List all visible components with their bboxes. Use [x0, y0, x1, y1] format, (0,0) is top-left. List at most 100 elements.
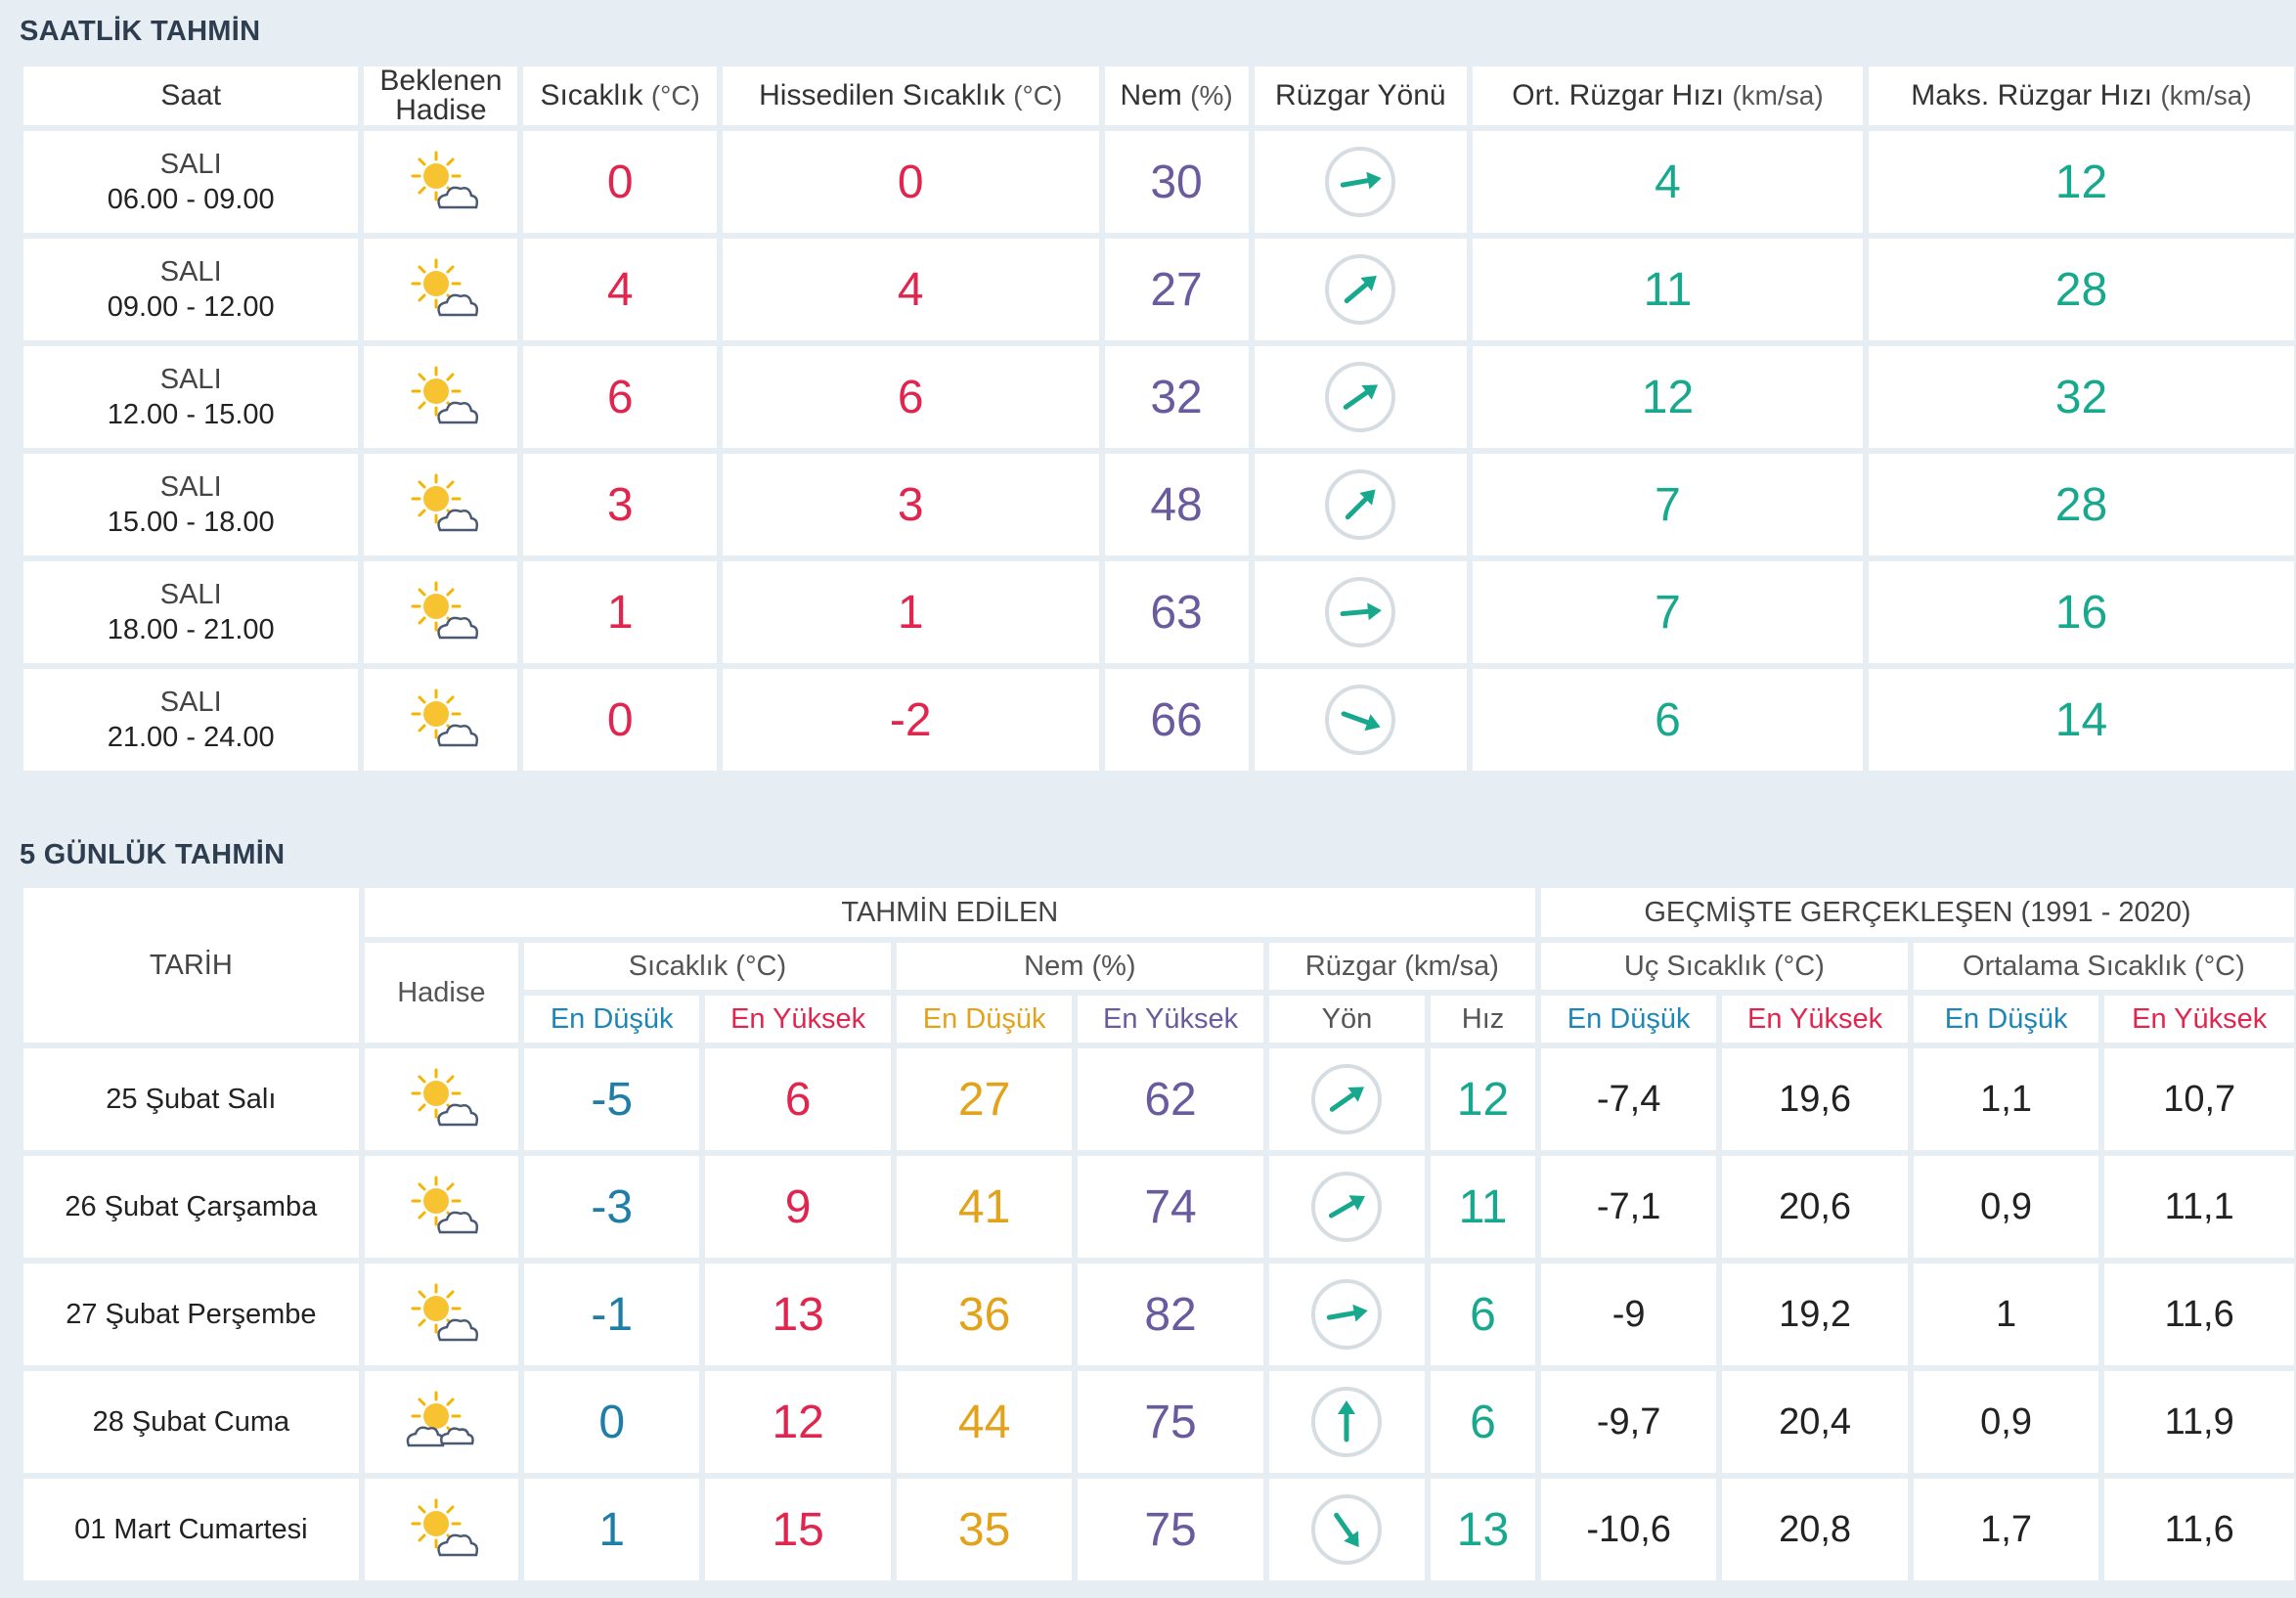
header-nem-label: Nem: [1120, 79, 1182, 111]
header-ruzgar-yonu: Rüzgar Yönü: [1254, 67, 1468, 125]
wind-direction-cell: [1254, 669, 1468, 771]
sun-cloud-icon: [403, 688, 479, 747]
feels-like: 6: [722, 346, 1099, 448]
avg-wind-speed: 7: [1473, 561, 1863, 663]
wind-direction-cell: [1254, 131, 1468, 233]
sun-cloud-icon: [403, 258, 479, 317]
humidity: 66: [1104, 669, 1249, 771]
header-hum-max: En Yüksek: [1078, 996, 1263, 1043]
extreme-min: -10,6: [1540, 1479, 1717, 1580]
time-range: 06.00 - 09.00: [107, 184, 275, 215]
max-wind-speed: 28: [1868, 239, 2294, 340]
header-temp-max: En Yüksek: [705, 996, 891, 1043]
wind-direction-icon: [1325, 685, 1396, 755]
header-ort-min: En Düşük: [1913, 996, 2099, 1043]
average-max: 10,7: [2104, 1048, 2294, 1150]
avg-wind-speed: 6: [1473, 669, 1863, 771]
daily-row: 01 Mart Cumartesi 1 15 35 75 13 -10,6 20,8 1,7 11…: [23, 1479, 2294, 1580]
humidity-min: 44: [896, 1371, 1073, 1473]
wind-direction-cell: [1268, 1156, 1426, 1258]
humidity: 48: [1104, 454, 1249, 555]
temperature: 6: [523, 346, 717, 448]
weather-cell: [364, 1264, 518, 1365]
time-range: 18.00 - 21.00: [107, 614, 275, 645]
date-label: 25 Şubat Salı: [23, 1048, 359, 1150]
time-range: 15.00 - 18.00: [107, 507, 275, 538]
temp-min: -5: [523, 1048, 700, 1150]
extreme-max: 20,6: [1722, 1156, 1908, 1258]
date-label: 26 Şubat Çarşamba: [23, 1156, 359, 1258]
temp-min: 0: [523, 1371, 700, 1473]
humidity: 30: [1104, 131, 1249, 233]
avg-wind-speed: 7: [1473, 454, 1863, 555]
weather-cell: [364, 346, 518, 448]
header-wind-speed: Hız: [1431, 996, 1535, 1043]
max-wind-speed: 32: [1868, 346, 2294, 448]
humidity: 27: [1104, 239, 1249, 340]
temperature: 4: [523, 239, 717, 340]
extreme-min: -7,4: [1540, 1048, 1717, 1150]
average-max: 11,9: [2104, 1371, 2294, 1473]
wind-direction-cell: [1268, 1479, 1426, 1580]
weather-cell: [364, 239, 518, 340]
wind-direction-icon: [1311, 1172, 1383, 1242]
wind-direction-cell: [1268, 1371, 1426, 1473]
wind-direction-icon: [1325, 147, 1396, 217]
average-min: 0,9: [1913, 1156, 2099, 1258]
date-label: 01 Mart Cumartesi: [23, 1479, 359, 1580]
humidity-min: 27: [896, 1048, 1073, 1150]
header-beklenen-hadise: Beklenen Hadise: [364, 67, 518, 125]
avg-wind-speed: 11: [1473, 239, 1863, 340]
header-ort-max: En Yüksek: [2104, 996, 2294, 1043]
hourly-row: SALI 09.00 - 12.00 4 4 27 11 28: [23, 239, 2294, 340]
temperature: 1: [523, 561, 717, 663]
header-ort-label: Ort. Rüzgar Hızı: [1512, 79, 1725, 111]
date-label: 28 Şubat Cuma: [23, 1371, 359, 1473]
daily-row: 28 Şubat Cuma 0 12 44 75 6 -9,7 20,4 0,9 11,9: [23, 1371, 2294, 1473]
humidity-max: 75: [1078, 1371, 1263, 1473]
feels-like: 0: [722, 131, 1099, 233]
average-max: 11,6: [2104, 1264, 2294, 1365]
weather-cell: [364, 131, 518, 233]
header-maks-unit: (km/sa): [2160, 80, 2252, 111]
temp-max: 9: [705, 1156, 891, 1258]
temperature: 0: [523, 669, 717, 771]
temp-max: 13: [705, 1264, 891, 1365]
header-uc-min: En Düşük: [1540, 996, 1717, 1043]
sun-cloud-icon: [403, 1176, 479, 1234]
header-hadise: Hadise: [364, 943, 518, 1043]
humidity: 32: [1104, 346, 1249, 448]
feels-like: 3: [722, 454, 1099, 555]
max-wind-speed: 14: [1868, 669, 2294, 771]
sun-cloud-icon: [403, 366, 479, 424]
time-range: 12.00 - 15.00: [107, 399, 275, 430]
humidity-min: 36: [896, 1264, 1073, 1365]
date-label: 27 Şubat Perşembe: [23, 1264, 359, 1365]
weather-cell: [364, 1479, 518, 1580]
wind-direction-icon: [1325, 577, 1396, 647]
humidity-min: 41: [896, 1156, 1073, 1258]
weather-cell: [364, 669, 518, 771]
extreme-min: -9,7: [1540, 1371, 1717, 1473]
wind-direction-icon: [1325, 362, 1396, 432]
average-min: 1: [1913, 1264, 2099, 1365]
wind-direction-cell: [1254, 454, 1468, 555]
temp-max: 15: [705, 1479, 891, 1580]
wind-speed: 12: [1431, 1048, 1535, 1150]
average-min: 1,7: [1913, 1479, 2099, 1580]
time-cell: SALI 12.00 - 15.00: [23, 346, 359, 448]
wind-speed: 6: [1431, 1264, 1535, 1365]
wind-direction-icon: [1311, 1494, 1383, 1565]
weather-cell: [364, 1048, 518, 1150]
daily-row: 26 Şubat Çarşamba -3 9 41 74 11 -7,1 20,6 0,9 11,…: [23, 1156, 2294, 1258]
feels-like: 4: [722, 239, 1099, 340]
header-tarih: TARİH: [23, 888, 359, 1043]
wind-direction-icon: [1311, 1064, 1383, 1134]
header-maks-label: Maks. Rüzgar Hızı: [1911, 79, 2152, 111]
wind-speed: 6: [1431, 1371, 1535, 1473]
daily-row: 27 Şubat Perşembe -1 13 36 82 6 -9 19,2 1 11,6: [23, 1264, 2294, 1365]
hourly-row: SALI 15.00 - 18.00 3 3 48 7 28: [23, 454, 2294, 555]
header-ort-unit: (km/sa): [1732, 80, 1824, 111]
day-label: SALI: [159, 149, 222, 180]
sun-two-clouds-icon: [403, 1391, 479, 1447]
